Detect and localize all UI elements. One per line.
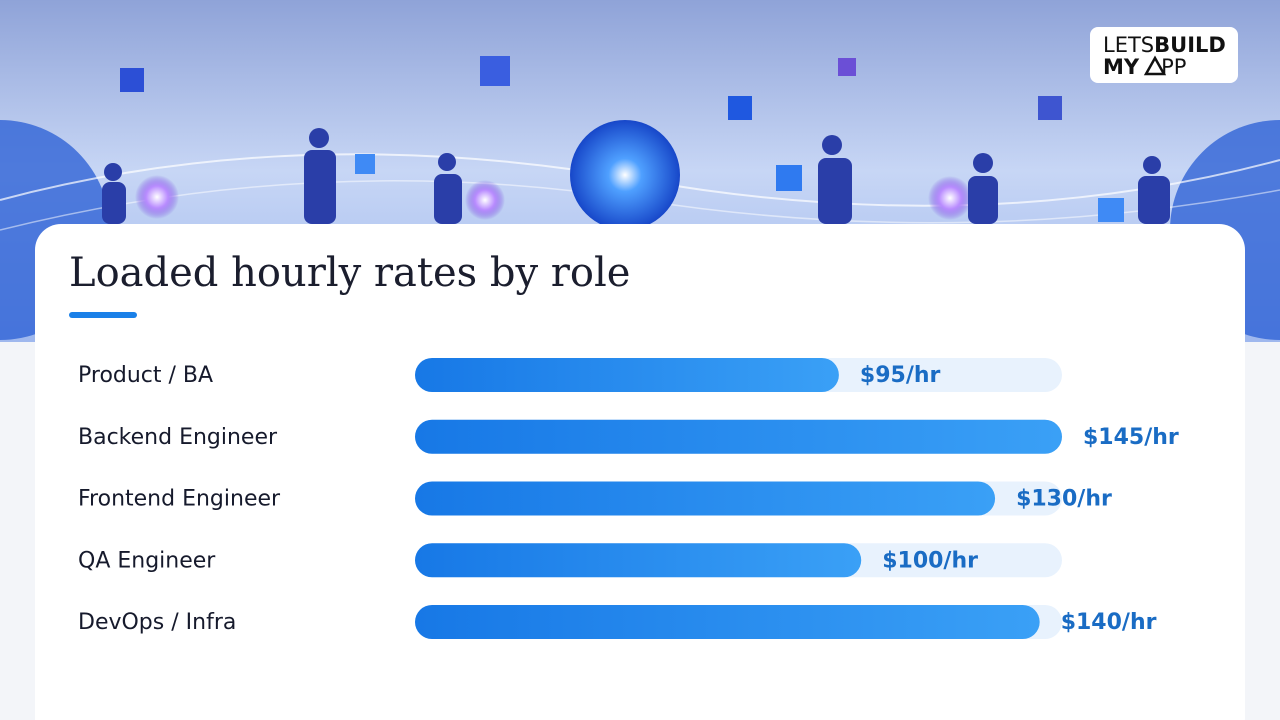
bar [415,481,996,516]
value-label: $100/hr [882,548,978,573]
category-label: DevOps / Infra [78,610,236,635]
value-label: $140/hr [1061,610,1157,635]
bar [415,543,862,578]
bar [415,605,1040,639]
logo-my: MY [1103,55,1140,79]
bar [415,419,1062,454]
logo-build: BUILD [1154,33,1226,57]
category-label: Product / BA [78,363,213,388]
category-label: QA Engineer [78,548,216,573]
logo-lets: LETS [1103,33,1154,57]
logo-text: MY PP [1103,55,1186,79]
bar [415,358,839,392]
card [35,224,1245,720]
logo: LETSBUILD MY PP [1090,27,1238,83]
value-label: $130/hr [1016,487,1112,512]
title-accent [69,312,137,318]
logo-text: LETSBUILD [1103,33,1226,57]
logo-app: PP [1161,55,1186,79]
chart-title: Loaded hourly rates by role [69,250,630,296]
value-label: $145/hr [1083,425,1179,450]
category-label: Frontend Engineer [78,487,281,512]
category-label: Backend Engineer [78,425,278,450]
value-label: $95/hr [860,363,941,388]
